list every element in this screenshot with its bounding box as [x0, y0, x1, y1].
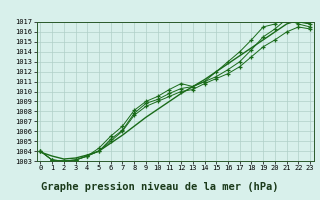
Text: Graphe pression niveau de la mer (hPa): Graphe pression niveau de la mer (hPa): [41, 182, 279, 192]
